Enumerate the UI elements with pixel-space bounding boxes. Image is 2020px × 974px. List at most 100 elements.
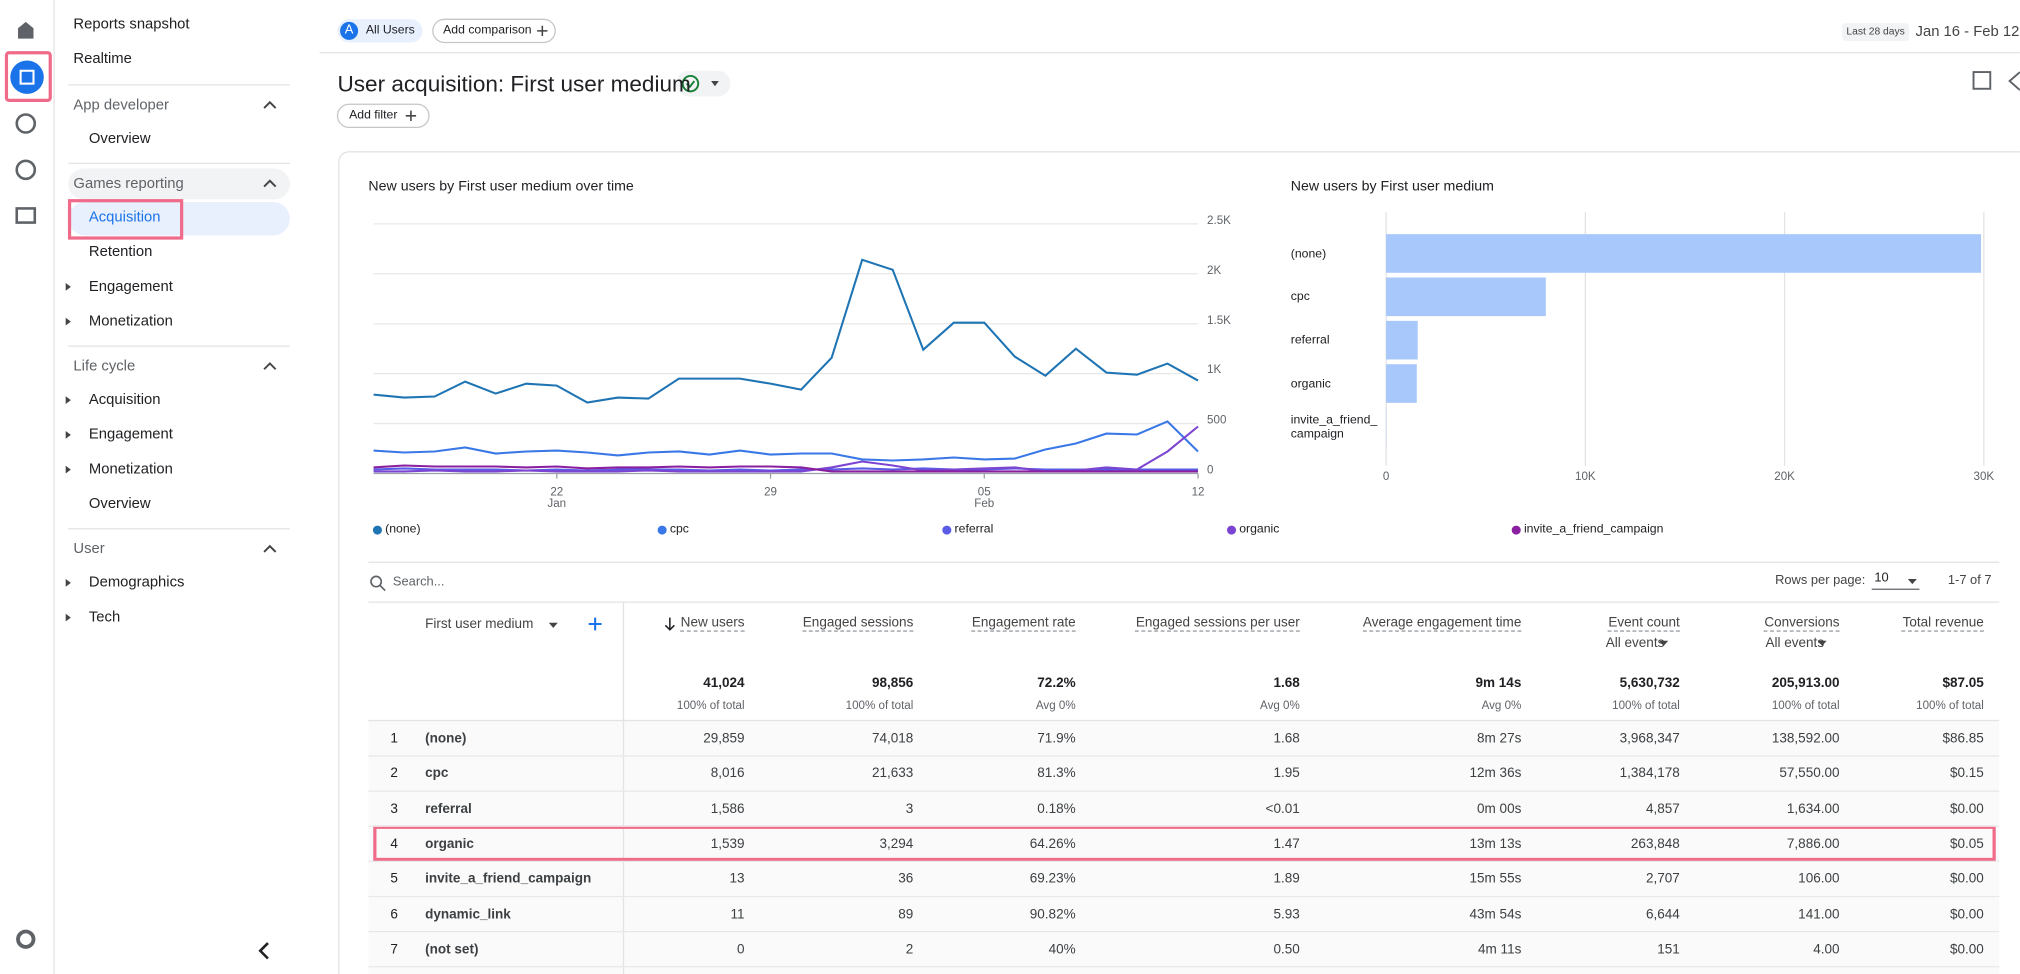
- total-value: 5,630,732: [1619, 675, 1680, 691]
- cell: 3: [905, 801, 914, 817]
- dropdown-icon[interactable]: [1659, 640, 1669, 646]
- legend-swatch: [1511, 525, 1521, 535]
- total-note: 100% of total: [676, 698, 745, 712]
- status-chip[interactable]: [676, 70, 731, 97]
- total-note: Avg 0%: [1260, 698, 1300, 712]
- column-header[interactable]: Engaged sessions: [802, 614, 914, 631]
- column-header[interactable]: Average engagement time: [1362, 614, 1522, 631]
- nav-item[interactable]: Acquisition: [88, 209, 161, 226]
- category-label: referral: [1290, 333, 1330, 348]
- column-header[interactable]: Event count: [1608, 614, 1680, 631]
- share-icon[interactable]: [2008, 71, 2020, 91]
- explore-icon[interactable]: [15, 113, 37, 134]
- column-sub[interactable]: All events: [1765, 635, 1825, 652]
- cell: 141.00: [1798, 906, 1840, 922]
- nav-section[interactable]: User: [73, 541, 105, 558]
- collapse-icon[interactable]: [258, 942, 269, 960]
- nav-section[interactable]: Games reporting: [73, 176, 184, 192]
- plus-icon: [537, 25, 548, 37]
- total-value: 72.2%: [1037, 675, 1076, 691]
- column-header[interactable]: Total revenue: [1902, 614, 1984, 631]
- segment-chip[interactable]: [337, 19, 423, 43]
- legend-label[interactable]: invite_a_friend_campaign: [1523, 522, 1664, 537]
- category-label: cpc: [1290, 289, 1310, 304]
- edit-icon[interactable]: [1972, 71, 1992, 90]
- nav-item[interactable]: Monetization: [88, 313, 173, 330]
- reports-icon[interactable]: [10, 60, 44, 94]
- advertising-icon[interactable]: [15, 159, 37, 181]
- cell: 2,707: [1645, 871, 1680, 887]
- nav-item[interactable]: Acquisition: [88, 392, 161, 408]
- dropdown-icon[interactable]: [548, 622, 558, 628]
- nav-item[interactable]: Reports snapshot: [73, 16, 190, 33]
- x-tick-label: 20K: [1774, 469, 1795, 483]
- expand-icon: [65, 431, 71, 439]
- cell: 57,550.00: [1779, 765, 1840, 782]
- column-header[interactable]: Engagement rate: [971, 614, 1076, 631]
- row-dimension: (none): [425, 730, 467, 747]
- dimension-header[interactable]: First user medium: [425, 616, 534, 632]
- cell: 5.93: [1273, 906, 1300, 922]
- y-tick-label: 2.5K: [1207, 213, 1231, 227]
- legend-label[interactable]: referral: [954, 522, 994, 537]
- y-tick-label: 0: [1207, 463, 1214, 477]
- legend-label[interactable]: organic: [1239, 522, 1280, 537]
- date-chip[interactable]: [1842, 23, 1910, 42]
- column-header[interactable]: Conversions: [1764, 614, 1840, 631]
- nav-item[interactable]: Realtime: [73, 51, 132, 67]
- x-tick-label: 10K: [1575, 469, 1596, 483]
- cell: 263,848: [1630, 836, 1680, 852]
- cell: 89: [898, 906, 914, 922]
- dropdown-icon[interactable]: [1907, 578, 1917, 585]
- configure-icon[interactable]: [15, 207, 37, 224]
- column-sub[interactable]: All events: [1605, 635, 1665, 652]
- cell: 4,857: [1645, 801, 1680, 817]
- chart-title: New users by First user medium over time: [368, 178, 634, 195]
- rows-per-page[interactable]: 10: [1874, 571, 1889, 586]
- cell: 29,859: [703, 730, 745, 747]
- legend-label[interactable]: (none): [385, 522, 421, 537]
- y-tick-label: 1K: [1207, 363, 1222, 377]
- selected-bg: [68, 201, 290, 236]
- chevron-icon: [263, 362, 277, 370]
- comparison-chip[interactable]: [432, 18, 556, 44]
- cell: $86.85: [1942, 730, 1984, 747]
- cell: 81.3%: [1037, 765, 1076, 782]
- cell: $0.00: [1949, 941, 1984, 957]
- cell: 1.68: [1273, 730, 1300, 747]
- column-header[interactable]: Engaged sessions per user: [1135, 614, 1300, 631]
- nav-item[interactable]: Monetization: [88, 461, 173, 478]
- total-value: 98,856: [871, 675, 914, 691]
- nav-item[interactable]: Tech: [88, 609, 121, 626]
- segment[interactable]: All Users: [365, 23, 415, 38]
- cell: 7,886.00: [1786, 836, 1840, 852]
- search[interactable]: Search...: [392, 575, 445, 590]
- settings-icon[interactable]: [16, 929, 36, 949]
- nav-item[interactable]: Engagement: [88, 279, 173, 295]
- cell: 0.50: [1273, 941, 1300, 957]
- legend-label[interactable]: cpc: [669, 522, 689, 537]
- nav-section[interactable]: Life cycle: [73, 358, 136, 375]
- sort-icon[interactable]: [664, 617, 675, 631]
- legend-swatch: [942, 525, 952, 535]
- home-icon[interactable]: [18, 21, 34, 39]
- cell: 4m 11s: [1478, 941, 1522, 957]
- nav-item[interactable]: Demographics: [88, 575, 185, 591]
- nav-item[interactable]: Engagement: [88, 427, 173, 443]
- nav-item[interactable]: Overview: [88, 496, 151, 513]
- add-dimension-icon[interactable]: [588, 617, 602, 631]
- total-note: 100% of total: [1916, 698, 1984, 712]
- nav-item[interactable]: Retention: [88, 244, 153, 260]
- row-index: 4: [390, 836, 398, 852]
- filter-chip[interactable]: [336, 103, 430, 129]
- bar: [1386, 320, 1418, 360]
- nav-section[interactable]: App developer: [73, 97, 169, 114]
- date-range[interactable]: Jan 16 - Feb 12, 2: [1915, 24, 2020, 40]
- column-header[interactable]: New users: [680, 614, 745, 631]
- check-icon: [681, 74, 700, 93]
- add-filter[interactable]: Add filter: [349, 108, 398, 123]
- row-index: 1: [390, 730, 398, 747]
- nav-item[interactable]: Overview: [88, 131, 151, 147]
- add-comparison[interactable]: Add comparison: [443, 23, 532, 38]
- dropdown-icon[interactable]: [1817, 640, 1827, 646]
